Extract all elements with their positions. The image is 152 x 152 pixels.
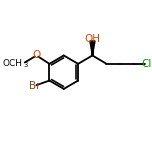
Text: 3: 3 (24, 62, 28, 68)
Text: Cl: Cl (141, 59, 151, 69)
Text: OCH: OCH (3, 59, 23, 68)
Text: O: O (32, 50, 41, 60)
Text: Br: Br (29, 81, 40, 91)
Text: OH: OH (84, 34, 100, 44)
Polygon shape (90, 41, 95, 55)
